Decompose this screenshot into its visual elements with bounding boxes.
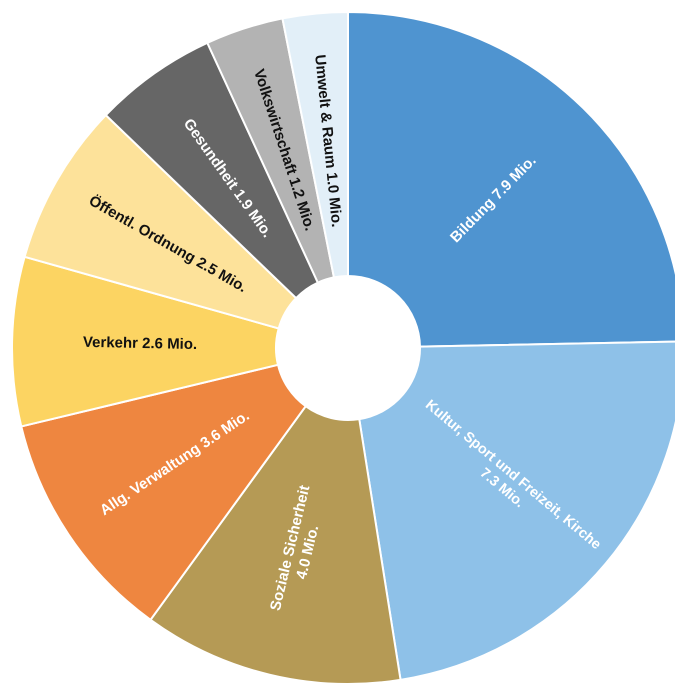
donut-slice (11, 255, 280, 428)
donut-slice (281, 10, 349, 279)
donut-slice (149, 404, 402, 685)
donut-slice (358, 340, 675, 682)
donut-slice (104, 41, 320, 300)
donut-slice (23, 113, 298, 330)
slice-label: Verkehr 2.6 Mio. (83, 334, 198, 353)
donut-slice (347, 10, 675, 348)
donut-slice (20, 363, 308, 622)
value-label: 2.6 Mio. (142, 335, 197, 353)
value-label: 1.0 Mio. (323, 172, 345, 228)
category-label: Verkehr (83, 334, 139, 352)
